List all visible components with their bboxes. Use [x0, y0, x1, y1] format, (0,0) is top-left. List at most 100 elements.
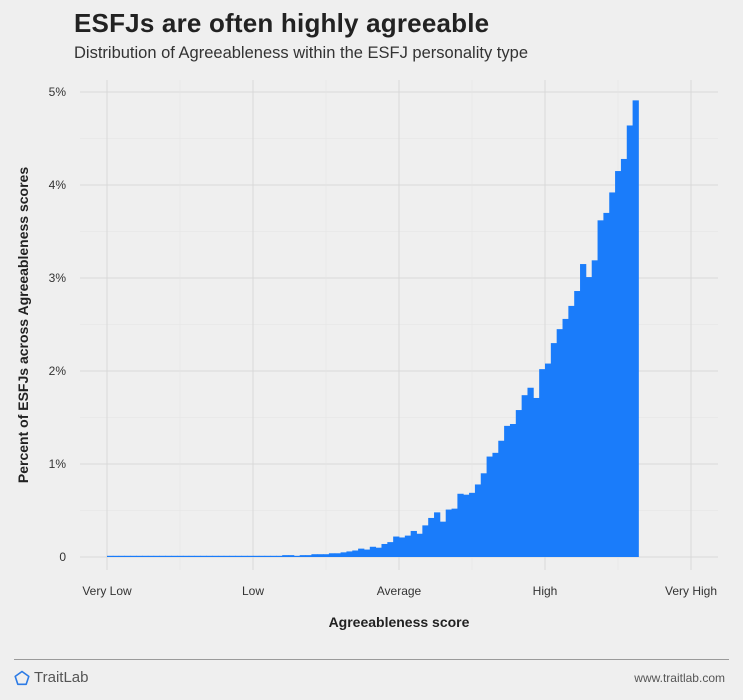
- histogram-bar: [457, 493, 464, 557]
- histogram-bar: [235, 555, 242, 557]
- website-url[interactable]: www.traitlab.com: [634, 671, 725, 685]
- histogram-bar: [626, 125, 633, 557]
- chart-title: ESFJs are often highly agreeable: [74, 8, 490, 38]
- histogram-bar: [323, 554, 330, 557]
- histogram-bar: [404, 535, 412, 557]
- histogram-bar: [293, 555, 301, 557]
- histogram-bar: [580, 264, 587, 557]
- histogram-bar: [486, 456, 493, 557]
- histogram-bar: [276, 555, 283, 557]
- histogram-bar: [620, 158, 628, 557]
- histogram-chart: 0 1% 2% 3% 4% 5% Very Low Low Average High Very Hi…: [15, 80, 718, 630]
- histogram-bar: [399, 537, 406, 557]
- histogram-bar: [387, 542, 394, 557]
- histogram-bar: [474, 484, 482, 557]
- histogram-bar: [206, 555, 213, 557]
- histogram-bar: [270, 555, 277, 557]
- histogram-bar: [107, 555, 114, 557]
- histogram-bar: [498, 440, 505, 557]
- histogram-bar: [492, 452, 499, 557]
- histogram-bar: [124, 555, 131, 557]
- histogram-bar: [422, 525, 429, 557]
- histogram-bar: [469, 492, 476, 557]
- histogram-bar: [258, 555, 266, 557]
- histogram-bar: [171, 555, 178, 557]
- histogram-bar: [568, 305, 575, 557]
- histogram-bar: [177, 555, 184, 557]
- histogram-bar: [451, 508, 458, 557]
- y-tick-label: 4%: [49, 178, 67, 192]
- x-tick-label: High: [533, 584, 558, 598]
- histogram-bar: [200, 555, 207, 557]
- histogram-bar: [504, 425, 511, 557]
- histogram-bar: [550, 343, 558, 557]
- histogram-bar: [509, 424, 517, 557]
- x-tick-label: Low: [242, 584, 264, 598]
- histogram-bar: [253, 555, 260, 557]
- histogram-bar: [445, 509, 452, 557]
- pentagon-logo-icon: [14, 670, 30, 685]
- histogram-bar: [515, 410, 523, 557]
- histogram-bar: [597, 220, 604, 557]
- histogram-bar: [247, 555, 254, 557]
- histogram-bar: [288, 555, 295, 557]
- histogram-bar: [603, 212, 610, 557]
- tick-labels: 0 1% 2% 3% 4% 5% Very Low Low Average High Very Hi…: [49, 85, 717, 598]
- histogram-bar: [130, 555, 137, 557]
- histogram-bar: [609, 192, 616, 557]
- histogram-bar: [439, 521, 447, 557]
- histogram-bar: [188, 555, 195, 557]
- histogram-bar: [539, 369, 546, 557]
- histogram-bar: [217, 555, 225, 557]
- histogram-bar: [112, 555, 120, 557]
- y-tick-label: 3%: [49, 271, 67, 285]
- histogram-bar: [182, 555, 190, 557]
- x-tick-label: Average: [377, 584, 422, 598]
- histogram-bar: [545, 363, 552, 557]
- histogram-bar: [410, 530, 417, 557]
- histogram-bar: [358, 548, 365, 557]
- y-axis-label: Percent of ESFJs across Agreeableness sc…: [15, 167, 31, 483]
- histogram-bar: [142, 555, 149, 557]
- histogram-bar: [346, 551, 353, 557]
- histogram-bar: [562, 318, 569, 557]
- y-tick-label: 0: [59, 550, 66, 564]
- histogram-bar: [352, 550, 359, 557]
- histogram-bar: [305, 555, 312, 557]
- histogram-bar: [282, 555, 289, 557]
- histogram-bar: [416, 533, 423, 557]
- histogram-bar: [328, 553, 336, 557]
- brand-name: TraitLab: [34, 669, 89, 686]
- y-tick-label: 1%: [49, 457, 67, 471]
- y-tick-label: 2%: [49, 364, 67, 378]
- histogram-bars: [107, 100, 639, 558]
- histogram-bar: [165, 555, 172, 557]
- histogram-bar: [311, 554, 318, 557]
- histogram-bar: [480, 473, 487, 557]
- histogram-bar: [463, 494, 470, 557]
- histogram-bar: [434, 512, 441, 557]
- histogram-bar: [615, 171, 622, 558]
- histogram-bar: [632, 100, 639, 558]
- histogram-bar: [585, 277, 593, 557]
- histogram-bar: [334, 553, 341, 557]
- chart-subtitle: Distribution of Agreeableness within the…: [74, 44, 528, 62]
- histogram-bar: [521, 395, 528, 557]
- histogram-bar: [363, 549, 371, 557]
- histogram-bar: [369, 546, 377, 557]
- histogram-bar: [533, 397, 540, 557]
- y-tick-label: 5%: [49, 85, 67, 99]
- histogram-bar: [393, 536, 400, 557]
- histogram-bar: [574, 291, 581, 557]
- histogram-bar: [556, 329, 563, 557]
- histogram-bar: [153, 555, 160, 557]
- histogram-bar: [317, 554, 324, 557]
- histogram-bar: [299, 555, 306, 557]
- histogram-bar: [241, 555, 248, 557]
- histogram-bar: [229, 555, 236, 557]
- histogram-bar: [264, 555, 271, 557]
- histogram-bar: [118, 555, 125, 557]
- x-axis-label: Agreeableness score: [329, 614, 470, 630]
- histogram-bar: [591, 260, 598, 557]
- brand-logo[interactable]: TraitLab: [14, 669, 88, 686]
